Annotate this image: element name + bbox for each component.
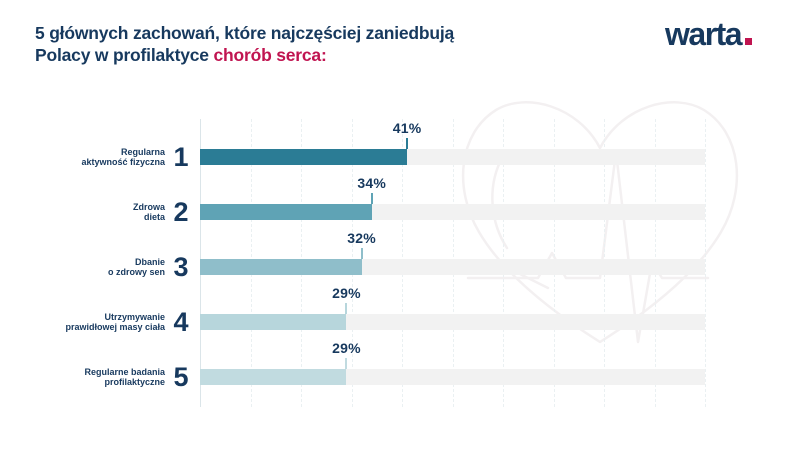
value-label: 29% [332,340,361,356]
warta-logo: warta [665,16,753,52]
bar-row: Zdrowa dieta 2 34% [0,174,800,226]
title-line-2-prefix: Polacy w profilaktyce [35,45,214,65]
value-tick [370,193,373,204]
value-label: 41% [392,120,422,136]
category-label: Zdrowa dieta [132,201,165,223]
value-label: 34% [357,175,386,191]
rank-number: 2 [173,197,189,227]
rank-number: 1 [173,142,189,172]
rank-number: 3 [173,252,189,282]
bar-fill [200,149,408,165]
warta-logo-dot-icon [745,38,753,45]
bar-row: Regularna aktywność fizyczna 1 41% [0,119,800,171]
title-line-1: 5 głównych zachowań, które najczęściej z… [35,23,455,43]
bar-row: Regularne badania profilaktyczne 5 29% [0,339,800,391]
rank-number: 5 [173,362,189,392]
value-tick [345,303,348,314]
warta-logo-text: warta [665,16,743,52]
value-tick [360,248,363,259]
category-label: Regularne badania profilaktyczne [84,366,165,388]
bar-fill [200,259,362,275]
value-label: 29% [332,285,361,301]
page-title: 5 głównych zachowań, które najczęściej z… [35,22,454,66]
bar-row: Dbanie o zdrowy sen 3 32% [0,229,800,281]
bar-fill [200,314,347,330]
value-tick [406,138,409,149]
bar-fill [200,369,347,385]
category-label: Utrzymywanie prawidłowej masy ciała [65,311,165,333]
category-label: Dbanie o zdrowy sen [107,256,165,278]
bar-fill [200,204,372,220]
category-label: Regularna aktywność fizyczna [81,146,165,168]
value-tick [345,358,348,369]
bar-row: Utrzymywanie prawidłowej masy ciała 4 29% [0,284,800,336]
title-highlight: chorób serca: [213,45,327,65]
value-label: 32% [347,230,376,246]
title-line-2: Polacy w profilaktyce chorób serca: [35,44,454,66]
rank-number: 4 [173,307,189,337]
gridline [705,119,706,407]
